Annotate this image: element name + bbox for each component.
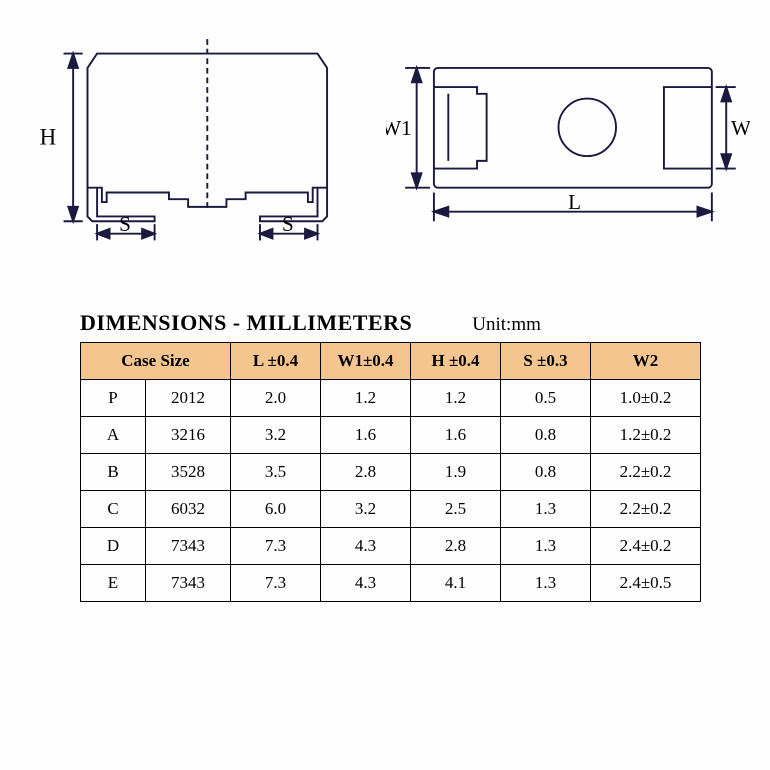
col-L: L ±0.4 [231,343,321,380]
cell-S: 1.3 [501,528,591,565]
cell-S: 1.3 [501,565,591,602]
label-W2: W2 [731,116,750,140]
col-W1: W1±0.4 [321,343,411,380]
cell-W2: 1.0±0.2 [591,380,701,417]
cell-H: 1.2 [411,380,501,417]
cell-W2: 2.2±0.2 [591,491,701,528]
cell-L: 7.3 [231,565,321,602]
cell-code: B [81,454,146,491]
cell-S: 1.3 [501,491,591,528]
label-H: H [40,125,57,150]
cell-W2: 1.2±0.2 [591,417,701,454]
cell-W2: 2.4±0.5 [591,565,701,602]
cell-W1: 3.2 [321,491,411,528]
cell-W2: 2.2±0.2 [591,454,701,491]
cell-size: 7343 [146,528,231,565]
cell-H: 2.8 [411,528,501,565]
cell-W1: 1.2 [321,380,411,417]
cell-L: 2.0 [231,380,321,417]
table-row: B35283.52.81.90.82.2±0.2 [81,454,701,491]
cell-S: 0.8 [501,454,591,491]
label-S-left: S [119,212,131,236]
table-row: A32163.21.61.60.81.2±0.2 [81,417,701,454]
cell-size: 2012 [146,380,231,417]
table-row: D73437.34.32.81.32.4±0.2 [81,528,701,565]
dimensions-table: Case Size L ±0.4 W1±0.4 H ±0.4 S ±0.3 W2… [80,342,701,602]
col-H: H ±0.4 [411,343,501,380]
label-W1: W1 [386,116,412,140]
col-case-size: Case Size [81,343,231,380]
cell-W1: 4.3 [321,528,411,565]
cell-size: 6032 [146,491,231,528]
cell-size: 3216 [146,417,231,454]
table-row: E73437.34.34.11.32.4±0.5 [81,565,701,602]
side-view-diagram: H S S [30,20,356,250]
label-L: L [568,190,581,214]
label-S-right: S [282,212,294,236]
technical-diagrams: H S S [20,20,750,250]
col-S: S ±0.3 [501,343,591,380]
cell-H: 2.5 [411,491,501,528]
table-title: DIMENSIONS - MILLIMETERS [80,310,412,336]
cell-S: 0.5 [501,380,591,417]
table-header-row: Case Size L ±0.4 W1±0.4 H ±0.4 S ±0.3 W2 [81,343,701,380]
cell-code: P [81,380,146,417]
cell-W1: 2.8 [321,454,411,491]
cell-size: 7343 [146,565,231,602]
cell-code: A [81,417,146,454]
cell-S: 0.8 [501,417,591,454]
cell-H: 4.1 [411,565,501,602]
cell-H: 1.9 [411,454,501,491]
cell-code: C [81,491,146,528]
cell-W2: 2.4±0.2 [591,528,701,565]
cell-L: 3.2 [231,417,321,454]
cell-H: 1.6 [411,417,501,454]
col-W2: W2 [591,343,701,380]
table-row: P20122.01.21.20.51.0±0.2 [81,380,701,417]
cell-L: 7.3 [231,528,321,565]
cell-L: 3.5 [231,454,321,491]
top-view-diagram: W1 W2 L [386,20,750,250]
cell-code: D [81,528,146,565]
title-row: DIMENSIONS - MILLIMETERS Unit:mm [80,310,750,336]
cell-size: 3528 [146,454,231,491]
cell-L: 6.0 [231,491,321,528]
cell-code: E [81,565,146,602]
cell-W1: 4.3 [321,565,411,602]
table-row: C60326.03.22.51.32.2±0.2 [81,491,701,528]
cell-W1: 1.6 [321,417,411,454]
unit-label: Unit:mm [472,314,541,336]
